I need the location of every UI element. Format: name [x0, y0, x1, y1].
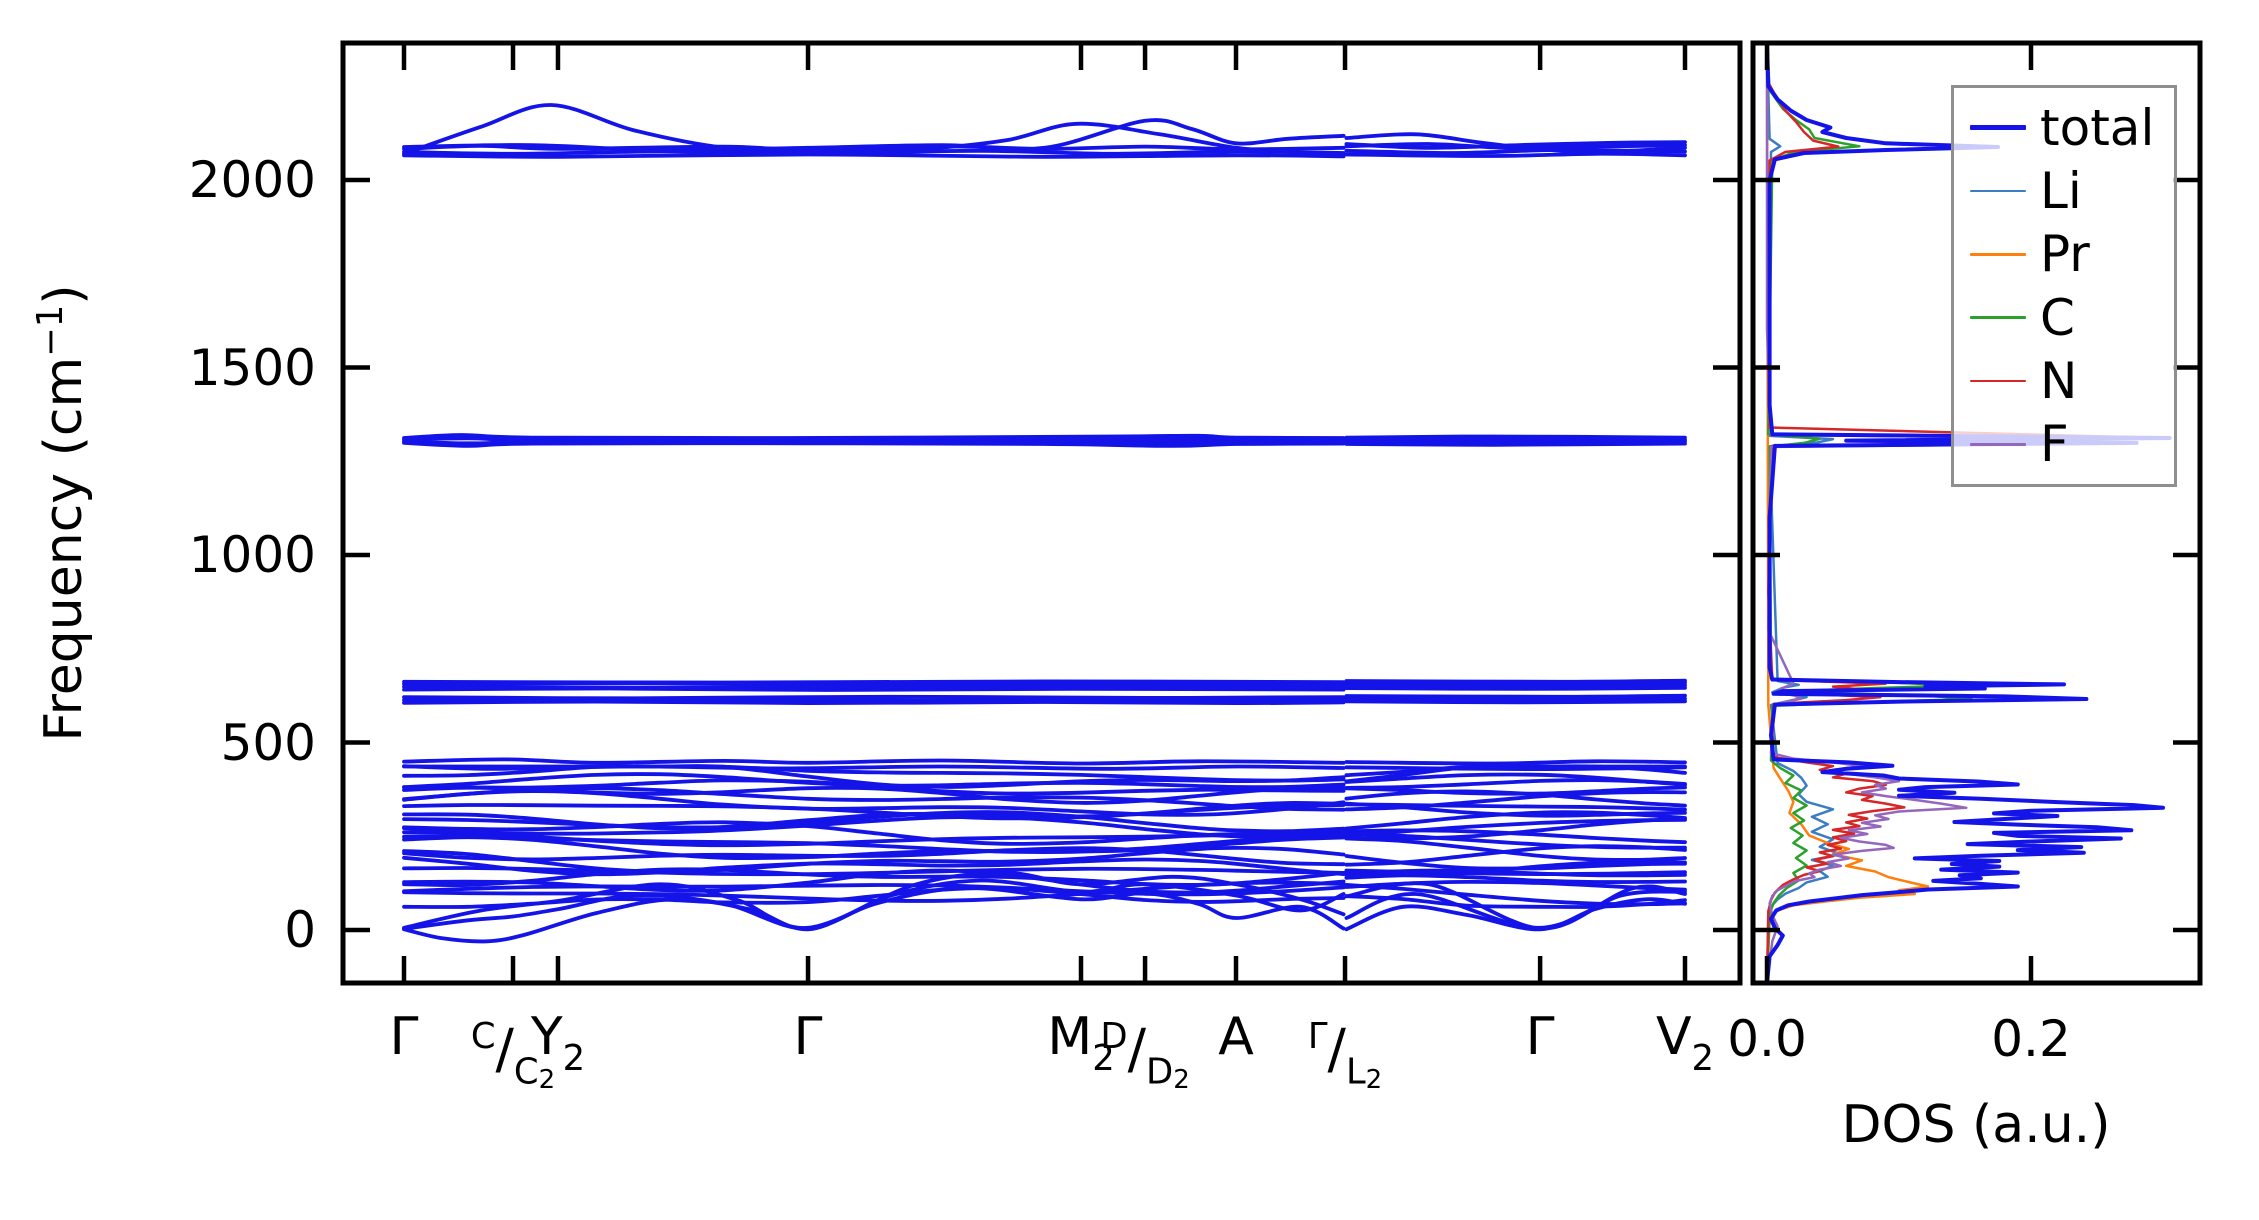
band-line [1344, 434, 1687, 440]
band-line [402, 815, 1346, 839]
band-line [1344, 785, 1687, 796]
band-line [402, 883, 1346, 897]
band-line [1344, 439, 1687, 445]
band-line [1344, 802, 1687, 812]
dos-series-F [1765, 43, 2145, 984]
band-line [402, 103, 1346, 156]
phonon-bands [402, 103, 1687, 944]
band-line [402, 871, 1346, 930]
band-line [1344, 683, 1687, 689]
band-line [1344, 699, 1687, 705]
band-line [402, 757, 1346, 766]
dos-panel-frame [1750, 40, 2203, 986]
band-line [1344, 868, 1687, 877]
band-line [1344, 883, 1687, 907]
band-line [1344, 140, 1687, 150]
band-line [402, 866, 1346, 877]
band-line [402, 846, 1346, 867]
band-line [1344, 696, 1687, 702]
band-panel-frame [340, 40, 1743, 986]
band-line [1344, 884, 1687, 930]
band-line [402, 152, 1346, 159]
band-line [402, 699, 1346, 706]
band-line [1344, 765, 1687, 772]
band-line [402, 118, 1346, 152]
band-line [402, 835, 1346, 860]
band-line [402, 694, 1346, 701]
band-line [402, 679, 1346, 685]
dos-series-total [1765, 43, 2172, 984]
band-line [402, 803, 1346, 821]
dos-series-Pr [1765, 43, 1930, 983]
band-line [402, 436, 1346, 443]
band-line [402, 433, 1346, 440]
band-line [1344, 836, 1687, 862]
band-line [1344, 693, 1687, 699]
band-line [402, 845, 1346, 874]
band-line [1344, 832, 1687, 850]
band-line [402, 764, 1346, 771]
band-line [1344, 142, 1687, 150]
band-line [1344, 678, 1687, 684]
band-line [1344, 441, 1687, 447]
band-line [1344, 685, 1687, 691]
band-line [1344, 759, 1687, 766]
band-line [1344, 790, 1687, 812]
dos-series-Li [1765, 43, 1843, 983]
band-line [1344, 818, 1687, 837]
band-line [402, 684, 1346, 690]
band-line [402, 855, 1346, 877]
band-line [1344, 151, 1687, 158]
axes-spines-ticks [340, 40, 2203, 986]
band-line [1344, 859, 1687, 878]
band-line [1344, 772, 1687, 787]
band-line [1344, 437, 1687, 442]
band-line [402, 867, 1346, 888]
dos-curves [1765, 43, 2172, 984]
band-line [402, 778, 1346, 796]
